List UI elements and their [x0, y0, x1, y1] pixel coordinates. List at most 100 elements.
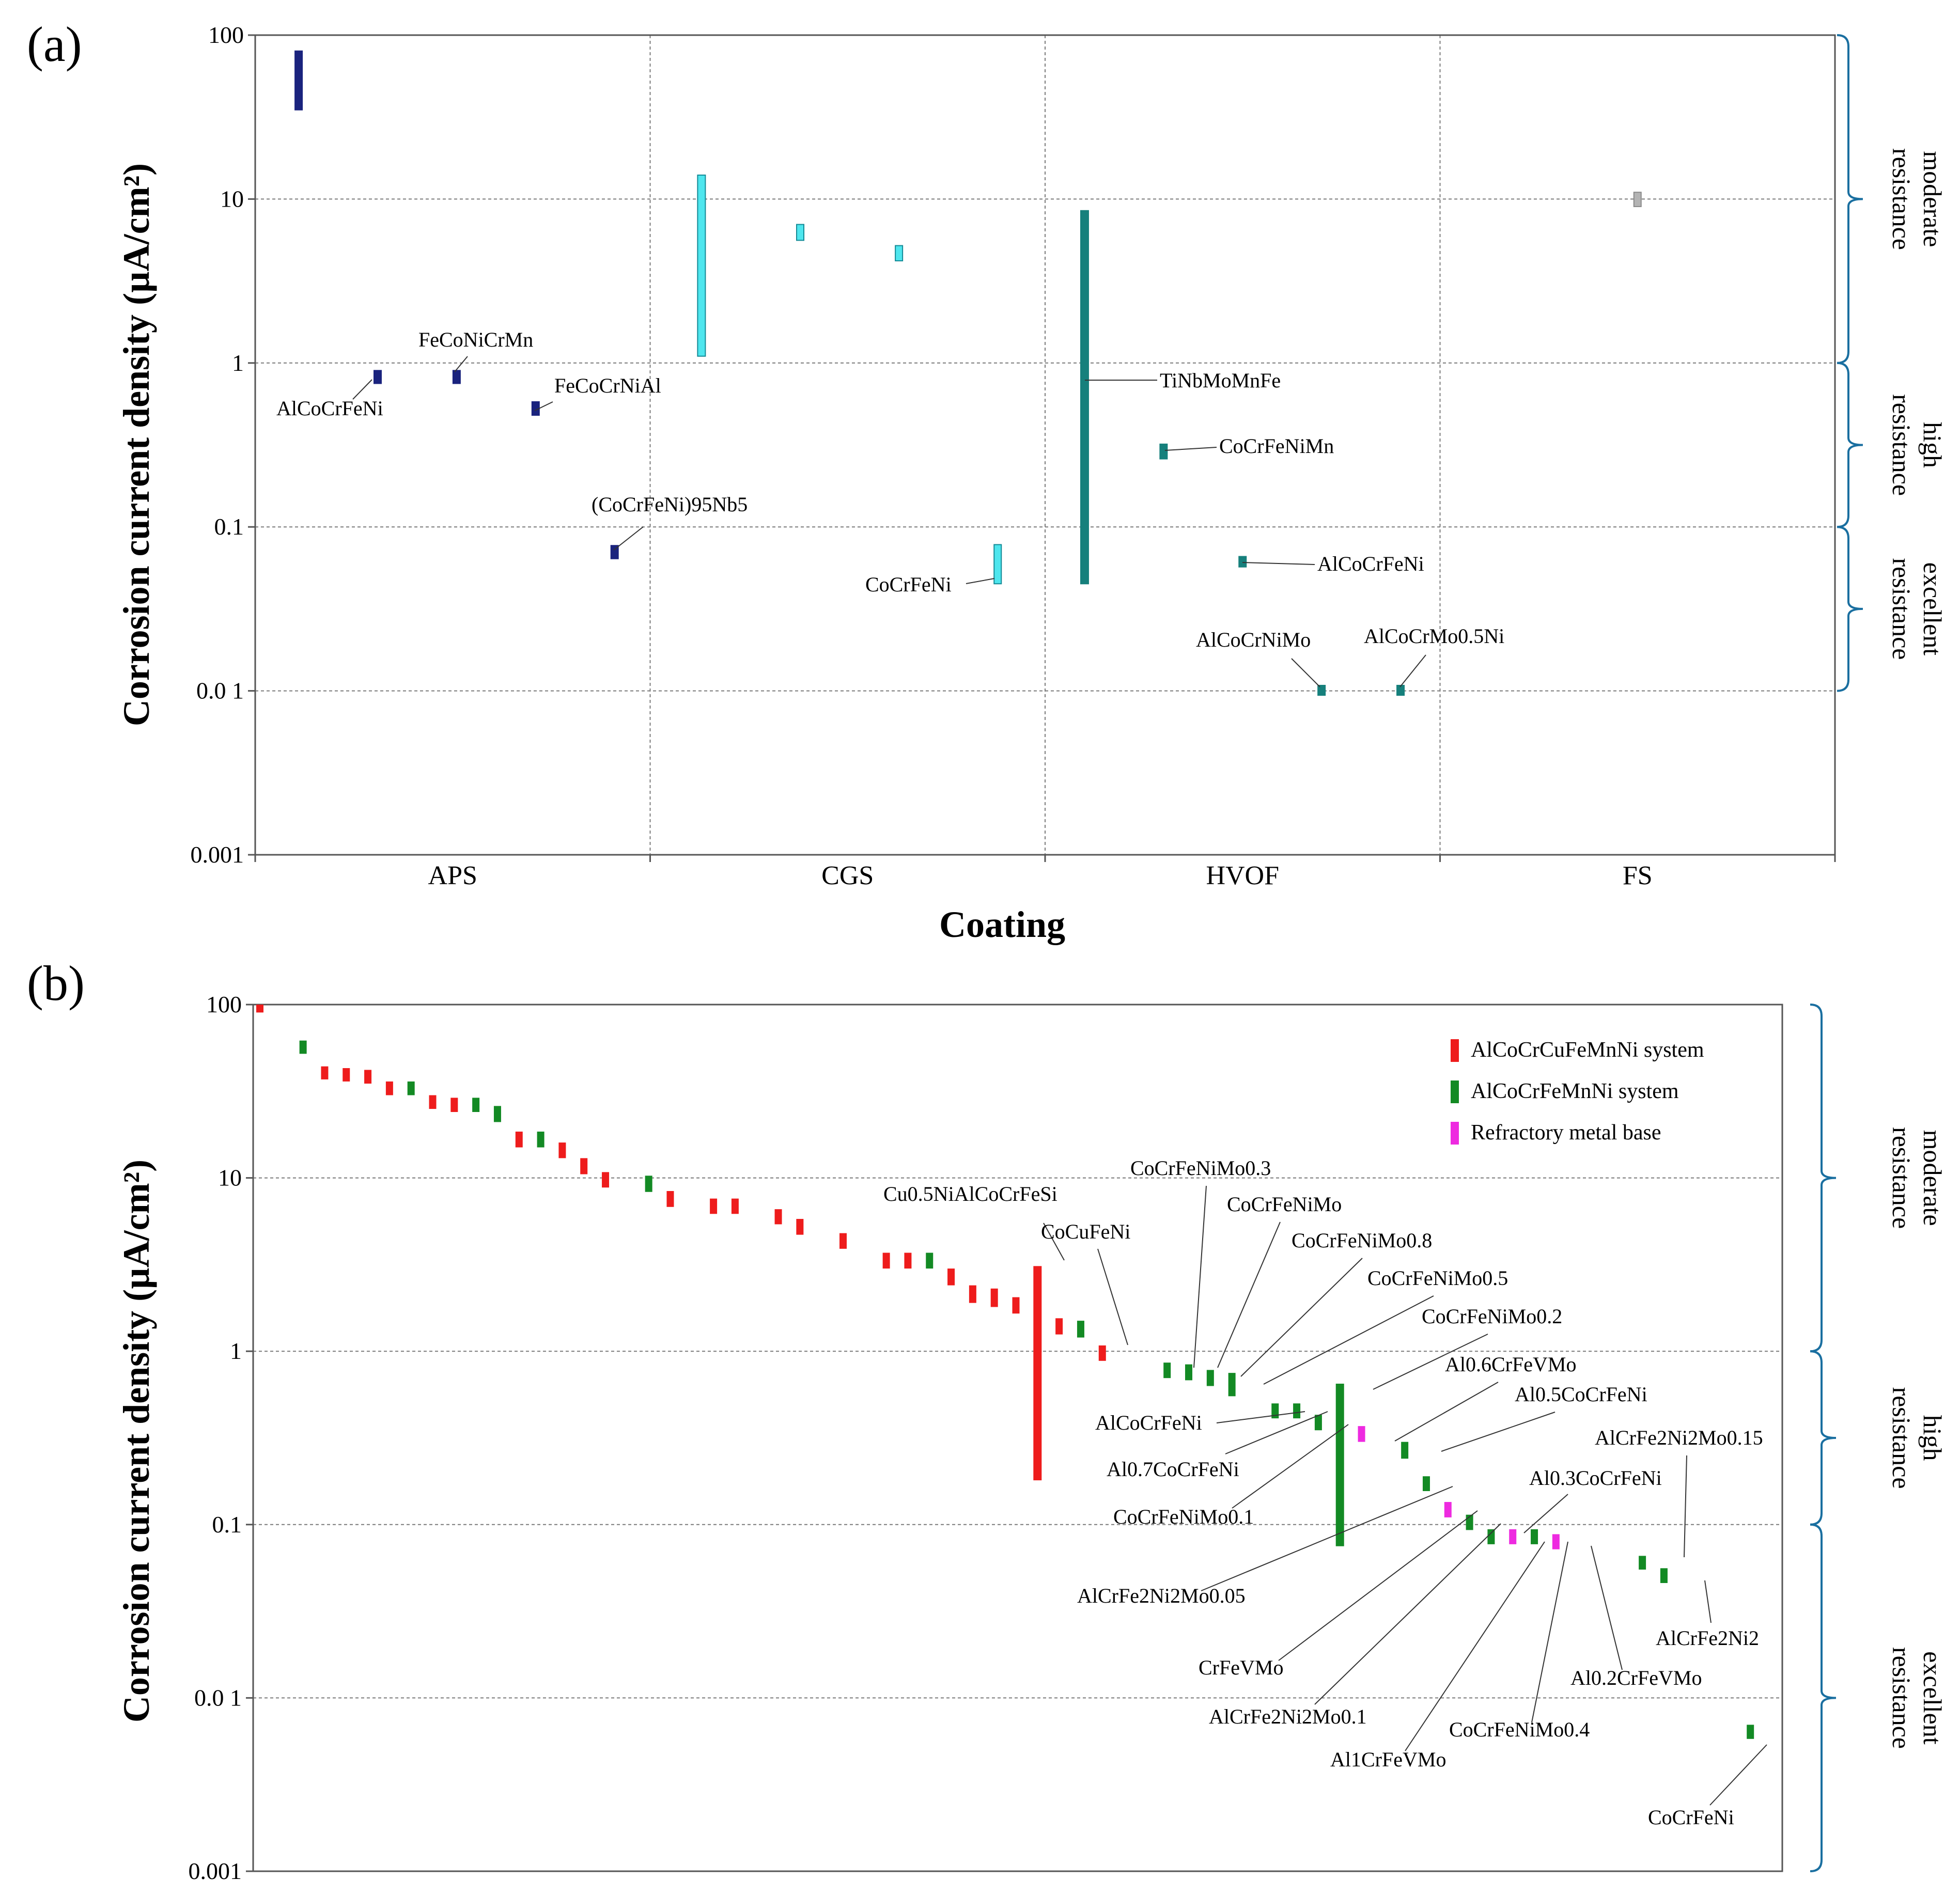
- bar-alcocrcufemnni-system: [947, 1268, 955, 1286]
- leader-line: [1097, 1248, 1128, 1345]
- leader-line: [454, 356, 468, 372]
- bar-alcocrfemnni-system-cocrfenimo0-1: [1314, 1415, 1322, 1431]
- annotation-tinbmomnfe: TiNbMoMnFe: [1160, 369, 1281, 392]
- panel-a-y-tick-label: 0.1: [214, 513, 244, 540]
- bar-alcocrfemnni-system: [493, 1106, 501, 1122]
- bar-cgs: [796, 224, 805, 241]
- legend-swatch-alcocrfemnni-system: [1451, 1080, 1459, 1103]
- annotation-cu0-5nialcocrfesi: Cu0.5NiAlCoCrFeSi: [883, 1182, 1057, 1205]
- leader-line: [1201, 1486, 1453, 1591]
- bar-alcocrfemnni-system: [537, 1131, 545, 1148]
- bar-alcocrcufemnni-system: [990, 1288, 998, 1307]
- annotation-feconicrmn: FeCoNiCrMn: [418, 328, 533, 351]
- panel-b-excellent-bracket: [1810, 1523, 1837, 1872]
- bar-alcocrcufemnni-system: [969, 1285, 976, 1303]
- panel-b: (b) 100 10 1 0.1 0.0 1 0.001 Cu0.5NiAlCoCrFeS…: [27, 956, 1947, 1884]
- bar-alcocrcufemnni-system: [580, 1158, 588, 1174]
- resistance-label-line1: high: [1918, 422, 1947, 468]
- bar-aps-alcocrfeni: [373, 370, 382, 384]
- leader-line: [1164, 447, 1217, 451]
- annotation-alcrfe2ni2: AlCrFe2Ni2: [1656, 1626, 1759, 1650]
- bar-alcocrcufemnni-system: [710, 1198, 718, 1214]
- annotation-alcocrmo0-5ni: AlCoCrMo0.5Ni: [1364, 624, 1504, 648]
- bar-alcocrfemnni-system-alcrfe2ni2mo0-05: [1422, 1476, 1430, 1491]
- legend-label-alcocrfemnni-system: AlCoCrFeMnNi system: [1471, 1079, 1679, 1103]
- bar-alcocrfemnni-system: [407, 1081, 415, 1095]
- resistance-label-line2: resistance: [1887, 558, 1916, 660]
- bar-alcocrfemnni-system-cocrfenimo: [1185, 1364, 1193, 1381]
- panel-a-leader-lines: [352, 356, 1426, 687]
- bar-alcocrcufemnni-system: [364, 1070, 372, 1084]
- annotation-alcocrnimo: AlCoCrNiMo: [1196, 628, 1311, 651]
- leader-line: [1217, 1221, 1281, 1368]
- bar-alcocrfemnni-system-cocrfenimo0-4: [1531, 1529, 1538, 1544]
- leader-line: [1043, 1223, 1065, 1261]
- bar-alcocrfemnni-system-alcocrfeni: [1271, 1403, 1279, 1419]
- annotation-fecocrnial: FeCoCrNiAl: [554, 374, 661, 397]
- bar-alcocrfemnni-system-cocrfenimo0-3: [1163, 1362, 1171, 1379]
- bar-alcocrfemnni-system-al0-7cocrfeni: [1293, 1403, 1301, 1419]
- panel-b-grid: [246, 1004, 1782, 1872]
- panel-b-y-tick-labels: 100 10 1 0.1 0.0 1 0.001: [189, 991, 242, 1884]
- annotation-al0-7cocrfeni: Al0.7CoCrFeNi: [1107, 1458, 1239, 1481]
- panel-a-y-tick-label: 100: [208, 22, 244, 48]
- leader-line: [1242, 562, 1315, 565]
- bar-hvof-cocrfenimn: [1159, 443, 1168, 460]
- leader-line: [1523, 1494, 1568, 1533]
- panel-b-leader-lines: [1043, 1185, 1767, 1806]
- bar-cgs: [895, 245, 904, 261]
- panel-b-moderate-bracket: [1810, 1004, 1837, 1353]
- panel-b-resistance-brackets: moderateresistancehighresistanceexcellen…: [1810, 1004, 1947, 1872]
- bar-alcocrcufemnni-system: [429, 1095, 437, 1109]
- leader-line: [1193, 1185, 1207, 1368]
- bar-alcocrcufemnni-system-cocufeni: [1098, 1345, 1106, 1361]
- legend-label-refractory-metal-base: Refractory metal base: [1471, 1121, 1661, 1145]
- panel-a-y-tick-label: 1: [232, 350, 244, 376]
- leader-line: [1314, 1523, 1501, 1705]
- leader-line: [613, 526, 644, 551]
- annotation-alcocrfeni: AlCoCrFeNi: [1317, 552, 1424, 575]
- panel-b-y-tick-label: 100: [206, 991, 242, 1017]
- panel-a-category-labels: APS CGS HVOF FS: [428, 861, 1653, 890]
- bar-cgs: [697, 175, 706, 357]
- annotation-al0-2crfevmo: Al0.2CrFeVMo: [1570, 1666, 1702, 1689]
- category-label-hvof: HVOF: [1206, 861, 1279, 890]
- leader-line: [1225, 1411, 1328, 1454]
- bar-alcocrfemnni-system-cocrfenimo0-5: [1228, 1373, 1236, 1397]
- annotation-cocufeni: CoCuFeNi: [1041, 1220, 1130, 1243]
- bar-alcocrfemnni-system: [645, 1176, 652, 1192]
- annotation-cocrfeni: CoCrFeNi: [865, 573, 952, 596]
- panel-b-annotations: Cu0.5NiAlCoCrFeSi CoCuFeNi CoCrFeNiMo0.3 Co…: [883, 1156, 1763, 1829]
- bar-refractory-metal-base-al1crfevmo: [1509, 1529, 1517, 1544]
- legend-label-alcocrcufemnni-system: AlCoCrCuFeMnNi system: [1471, 1038, 1704, 1062]
- panel-b-legend: AlCoCrCuFeMnNi system AlCoCrFeMnNi system…: [1451, 1038, 1704, 1145]
- resistance-label-line1: moderate: [1918, 151, 1947, 247]
- bar-alcocrfemnni-system: [1077, 1321, 1084, 1338]
- leader-line: [1531, 1541, 1568, 1723]
- annotation-cocrfenimo0-5: CoCrFeNiMo0.5: [1367, 1266, 1508, 1290]
- bar-alcocrcufemnni-system: [515, 1131, 523, 1148]
- bar-alcocrcufemnni-system: [796, 1218, 804, 1235]
- panel-a-plot-frame: [254, 34, 1836, 856]
- bar-alcocrfemnni-system-cocrfenimo0-8: [1206, 1370, 1214, 1386]
- leader-line: [1704, 1580, 1712, 1623]
- panel-b-y-tick-label: 0.1: [212, 1511, 242, 1538]
- annotation-alcocrfeni: AlCoCrFeNi: [276, 397, 383, 420]
- bar-aps-feconicrmn: [452, 370, 461, 384]
- panel-b-y-tick-label: 0.001: [189, 1858, 242, 1884]
- panel-a-y-tick-labels: 100 10 1 0.1 0.0 1 0.001: [191, 22, 244, 868]
- leader-line: [1232, 1424, 1349, 1509]
- panel-b-letter: (b): [27, 956, 85, 1011]
- panel-a-moderate-bracket: [1837, 34, 1863, 364]
- panel-a-high-bracket: [1837, 362, 1863, 528]
- bar-refractory-metal-base-al0-6crfevmo: [1358, 1426, 1365, 1442]
- annotation-al0-3cocrfeni: Al0.3CoCrFeNi: [1529, 1466, 1662, 1490]
- panel-a-y-tick-label: 10: [220, 185, 244, 212]
- bar-alcocrcufemnni-system: [256, 1005, 263, 1013]
- bar-hvof-alcocrmo0-5ni: [1396, 684, 1405, 696]
- bar-alcocrfemnni-system-al0-5cocrfeni: [1401, 1442, 1409, 1459]
